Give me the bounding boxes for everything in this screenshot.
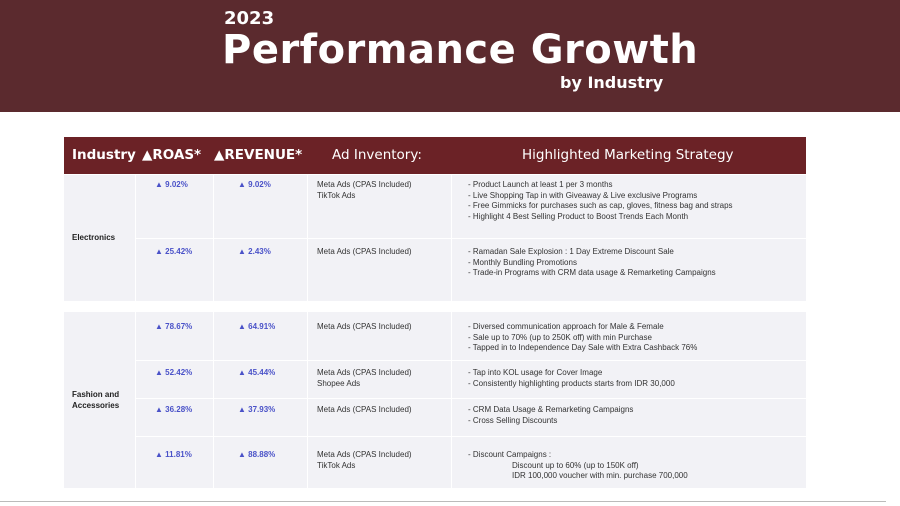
industry-label-line: Fashion and: [72, 390, 120, 399]
strategy-line: - Live Shopping Tap in with Giveaway & L…: [468, 190, 698, 200]
revenue-value: ▲ 45.44%: [238, 368, 276, 377]
footer-divider: [0, 501, 886, 502]
header-strategy: Highlighted Marketing Strategy: [522, 147, 734, 163]
divider: [135, 312, 136, 488]
roas-value: ▲ 9.02%: [155, 180, 188, 189]
strategy-line: - Free Gimmicks for purchases such as ca…: [468, 201, 733, 210]
ad-inventory-line: TikTok Ads: [317, 190, 356, 200]
header-ad-inventory: Ad Inventory:: [332, 147, 422, 163]
header-revenue: ▲REVENUE*: [214, 147, 303, 163]
ad-inventory-line: Meta Ads (CPAS Included): [317, 180, 412, 189]
strategy-line: - Sale up to 70% (up to 250K off) with m…: [468, 332, 652, 342]
strategy-line: - Product Launch at least 1 per 3 months: [468, 180, 613, 189]
header-roas: ▲ROAS*: [142, 147, 202, 163]
divider: [307, 312, 308, 488]
strategy-line: - Tap into KOL usage for Cover Image: [468, 368, 603, 377]
banner-title: Performance Growth: [222, 27, 699, 73]
strategy-line: IDR 100,000 voucher with min. purchase 7…: [512, 471, 688, 480]
roas-value: ▲ 36.28%: [155, 405, 193, 414]
section-fashion-accessories: Fashion and Accessories ▲ 78.67% ▲ 64.91…: [64, 312, 806, 488]
ad-inventory-line: Meta Ads (CPAS Included): [317, 247, 412, 256]
strategy-line: - Ramadan Sale Explosion : 1 Day Extreme…: [468, 247, 674, 256]
divider: [135, 436, 806, 437]
strategy-line: - Diversed communication approach for Ma…: [468, 322, 664, 331]
strategy-line: - CRM Data Usage & Remarketing Campaigns: [468, 405, 634, 414]
banner-subtitle: by Industry: [560, 73, 664, 92]
revenue-value: ▲ 88.88%: [238, 450, 276, 459]
revenue-value: ▲ 9.02%: [238, 180, 271, 189]
strategy-line: - Monthly Bundling Promotions: [468, 257, 577, 267]
roas-value: ▲ 11.81%: [155, 450, 192, 459]
strategy-line: - Tapped in to Independence Day Sale wit…: [468, 343, 698, 352]
industry-label-line: Accessories: [72, 401, 120, 410]
roas-value: ▲ 25.42%: [155, 247, 193, 256]
section-electronics: Electronics ▲ 9.02% ▲ 9.02% Meta Ads (CP…: [64, 175, 806, 301]
divider: [451, 312, 452, 488]
strategy-line: - Consistently highlighting products sta…: [468, 378, 675, 388]
ad-inventory-line: Meta Ads (CPAS Included): [317, 450, 412, 459]
title-banner: 2023 Performance Growth by Industry: [0, 0, 900, 112]
revenue-value: ▲ 2.43%: [238, 247, 271, 256]
revenue-value: ▲ 64.91%: [238, 322, 276, 331]
strategy-line: - Discount Campaigns :: [468, 450, 552, 459]
strategy-line: - Trade-in Programs with CRM data usage …: [468, 268, 716, 277]
roas-value: ▲ 78.67%: [155, 322, 193, 331]
divider: [213, 312, 214, 488]
ad-inventory-line: Meta Ads (CPAS Included): [317, 322, 412, 331]
table-header: Industry ▲ROAS* ▲REVENUE* Ad Inventory: …: [64, 137, 806, 174]
ad-inventory-line: TikTok Ads: [317, 460, 356, 470]
divider: [135, 360, 806, 361]
ad-inventory-line: Shopee Ads: [317, 378, 361, 388]
ad-inventory-line: Meta Ads (CPAS Included): [317, 405, 412, 414]
strategy-line: Discount up to 60% (up to 150K off): [512, 460, 639, 470]
divider: [135, 398, 806, 399]
strategy-line: - Highlight 4 Best Selling Product to Bo…: [468, 211, 689, 221]
industry-label: Electronics: [72, 233, 116, 242]
ad-inventory-line: Meta Ads (CPAS Included): [317, 368, 412, 377]
revenue-value: ▲ 37.93%: [238, 405, 276, 414]
header-industry: Industry: [72, 147, 136, 163]
strategy-line: - Cross Selling Discounts: [468, 415, 558, 425]
roas-value: ▲ 52.42%: [155, 368, 193, 377]
banner-year: 2023: [224, 8, 275, 29]
divider: [135, 238, 806, 239]
